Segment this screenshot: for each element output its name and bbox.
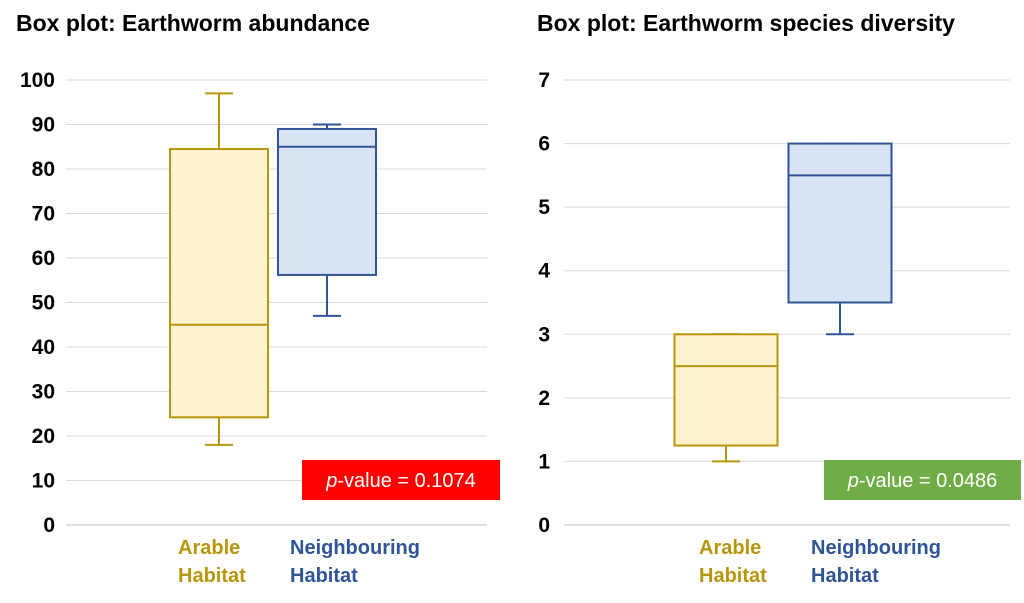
category-label-abundance-1-line2: Habitat bbox=[290, 565, 358, 587]
y-tick-label-abundance-50: 50 bbox=[32, 292, 55, 315]
pvalue-text-diversity: p-value = 0.0486 bbox=[847, 470, 998, 492]
category-label-diversity-0-line2: Habitat bbox=[699, 565, 767, 587]
box-diversity-0-iqr bbox=[673, 333, 779, 447]
y-tick-label-diversity-7: 7 bbox=[538, 69, 550, 92]
y-tick-label-diversity-6: 6 bbox=[538, 133, 550, 156]
pvalue-text-abundance: p-value = 0.1074 bbox=[325, 470, 476, 492]
y-tick-label-diversity-4: 4 bbox=[538, 260, 550, 283]
y-tick-label-abundance-100: 100 bbox=[20, 69, 55, 92]
box-diversity-1-iqr bbox=[787, 142, 893, 304]
box-abundance-0-iqr bbox=[169, 147, 269, 419]
category-label-diversity-1-line1: Neighbouring bbox=[811, 537, 941, 559]
y-tick-label-abundance-20: 20 bbox=[32, 425, 55, 448]
category-label-abundance-0-line2: Habitat bbox=[178, 565, 246, 587]
y-tick-label-abundance-40: 40 bbox=[32, 336, 55, 359]
pvalue-badge-abundance bbox=[302, 460, 500, 500]
y-tick-label-diversity-3: 3 bbox=[538, 323, 550, 346]
category-label-diversity-0-line1: Arable bbox=[699, 537, 761, 559]
y-tick-label-abundance-80: 80 bbox=[32, 158, 55, 181]
y-tick-label-diversity-1: 1 bbox=[538, 450, 550, 473]
y-tick-label-diversity-0: 0 bbox=[538, 514, 550, 537]
box-abundance-1-iqr bbox=[277, 127, 377, 276]
y-tick-label-diversity-2: 2 bbox=[538, 387, 550, 410]
pvalue-badge-diversity bbox=[824, 460, 1021, 500]
y-tick-label-abundance-30: 30 bbox=[32, 381, 55, 404]
category-label-abundance-1-line1: Neighbouring bbox=[290, 537, 420, 559]
y-tick-label-abundance-0: 0 bbox=[43, 514, 55, 537]
y-tick-label-abundance-90: 90 bbox=[32, 114, 55, 137]
category-label-abundance-0-line1: Arable bbox=[178, 537, 240, 559]
chart-title-diversity: Box plot: Earthworm species diversity bbox=[537, 10, 955, 36]
chart-title-abundance: Box plot: Earthworm abundance bbox=[16, 10, 370, 36]
y-tick-label-abundance-70: 70 bbox=[32, 203, 55, 226]
category-label-diversity-1-line2: Habitat bbox=[811, 565, 879, 587]
y-tick-label-abundance-10: 10 bbox=[32, 470, 55, 493]
y-tick-label-abundance-60: 60 bbox=[32, 247, 55, 270]
y-tick-label-diversity-5: 5 bbox=[538, 196, 550, 219]
